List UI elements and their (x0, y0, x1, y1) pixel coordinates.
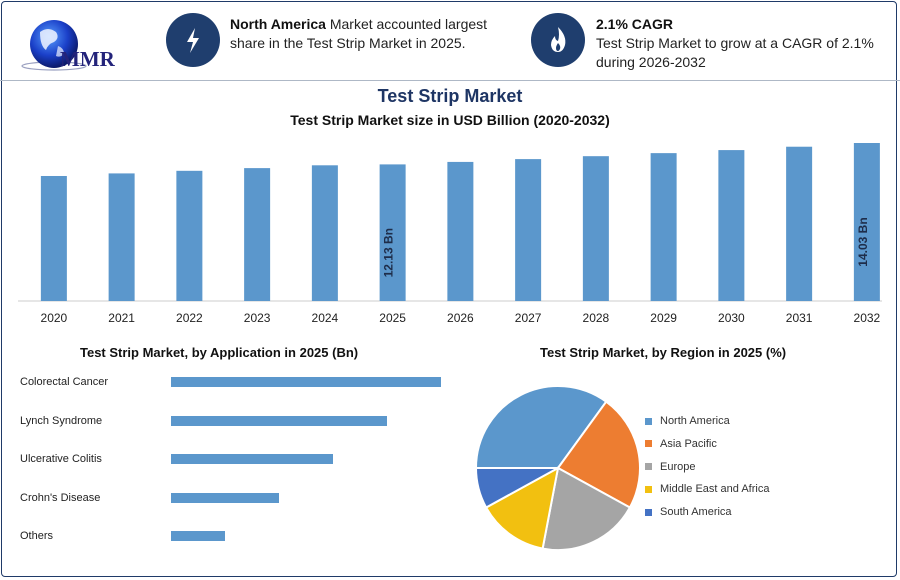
mmr-logo: MMR (18, 14, 138, 76)
legend-label: Middle East and Africa (660, 483, 770, 496)
kpi-1-line1: Market accounted largest (325, 16, 488, 32)
header-divider (0, 80, 900, 81)
legend-item: North America (645, 415, 730, 427)
x-tick-2026: 2026 (447, 311, 474, 325)
pie-slice-0 (474, 385, 608, 469)
x-tick-2029: 2029 (650, 311, 677, 325)
x-tick-2022: 2022 (176, 311, 203, 325)
region-pie-chart (474, 385, 641, 551)
bar-2025 (379, 164, 406, 301)
application-chart-title: Test Strip Market, by Application in 202… (80, 345, 359, 360)
x-tick-2024: 2024 (312, 311, 339, 325)
application-bar (171, 531, 225, 541)
x-tick-2025: 2025 (379, 311, 406, 325)
legend-swatch (645, 417, 652, 425)
pie-slice-4 (474, 467, 559, 509)
kpi-2-line3: during 2026-2032 (596, 54, 706, 70)
bar-2032 (853, 143, 880, 301)
page-title: Test Strip Market (377, 86, 523, 106)
legend-label: South America (660, 506, 732, 519)
data-label-2032: 14.03 Bn (856, 217, 870, 266)
kpi-1-line2: share in the Test Strip Market in 2025. (230, 35, 466, 51)
kpi-1-text: North America Market accounted largest s… (230, 15, 487, 53)
legend-swatch (645, 485, 652, 493)
kpi-1-badge (166, 13, 220, 67)
x-tick-2023: 2023 (244, 311, 271, 325)
bar-2020 (40, 175, 67, 301)
legend-label: Europe (660, 460, 696, 473)
x-tick-2027: 2027 (515, 311, 542, 325)
pie-slice-2 (541, 466, 632, 551)
x-tick-2020: 2020 (41, 311, 68, 325)
application-bar (171, 454, 333, 464)
kpi-2-badge (531, 13, 585, 67)
application-label: Lynch Syndrome (20, 414, 103, 427)
kpi-2-text: 2.1% CAGR Test Strip Market to grow at a… (596, 15, 874, 72)
legend-swatch (645, 440, 652, 448)
x-tick-2031: 2031 (786, 311, 813, 325)
bar-2022 (176, 170, 203, 301)
x-tick-2032: 2032 (854, 311, 881, 325)
application-bar (171, 492, 279, 503)
flame-icon (551, 27, 566, 52)
data-label-2025: 12.13 Bn (382, 228, 396, 277)
kpi-1-bold: North America (230, 16, 326, 32)
pie-slice-1 (556, 400, 641, 509)
bar-2028 (582, 156, 609, 301)
x-tick-2021: 2021 (108, 311, 135, 325)
region-chart-title: Test Strip Market, by Region in 2025 (%) (540, 345, 787, 360)
bar-2031 (786, 146, 813, 301)
kpi-2-bold: 2.1% CAGR (596, 16, 674, 32)
bar-2023 (244, 168, 271, 301)
legend-item: Middle East and Africa (645, 483, 769, 495)
application-bar (171, 377, 441, 387)
application-label: Others (20, 530, 54, 542)
kpi-2-line2: Test Strip Market to grow at a CAGR of 2… (596, 35, 874, 51)
application-label: Colorectal Cancer (20, 376, 109, 388)
bar-2029 (650, 153, 677, 301)
legend-label: Asia Pacific (660, 437, 717, 450)
application-bar (171, 415, 387, 426)
legend-item: Asia Pacific (645, 438, 717, 450)
legend-swatch (645, 508, 652, 516)
legend-item: Europe (645, 461, 695, 473)
x-tick-2030: 2030 (718, 311, 745, 325)
x-tick-2028: 2028 (583, 311, 610, 325)
bar-2024 (311, 165, 338, 301)
globe-icon (21, 20, 87, 71)
bolt-icon (187, 28, 199, 53)
chart-subtitle: Test Strip Market size in USD Billion (2… (290, 112, 610, 128)
market-size-bar-chart: 2020 2021 2022 2023 2024 2025 12.13 Bn 2026 2027… (18, 143, 882, 325)
bar-2026 (447, 161, 474, 301)
legend-swatch (645, 463, 652, 471)
legend-label: North America (660, 415, 730, 427)
legend-item: South America (645, 506, 732, 518)
bar-2030 (718, 150, 745, 301)
pie-slice-3 (484, 466, 560, 550)
application-label: Crohn's Disease (20, 491, 101, 504)
application-label: Ulcerative Colitis (20, 453, 102, 465)
bar-2021 (108, 173, 135, 301)
logo-text: MMR (60, 47, 115, 71)
bar-2027 (515, 159, 542, 301)
